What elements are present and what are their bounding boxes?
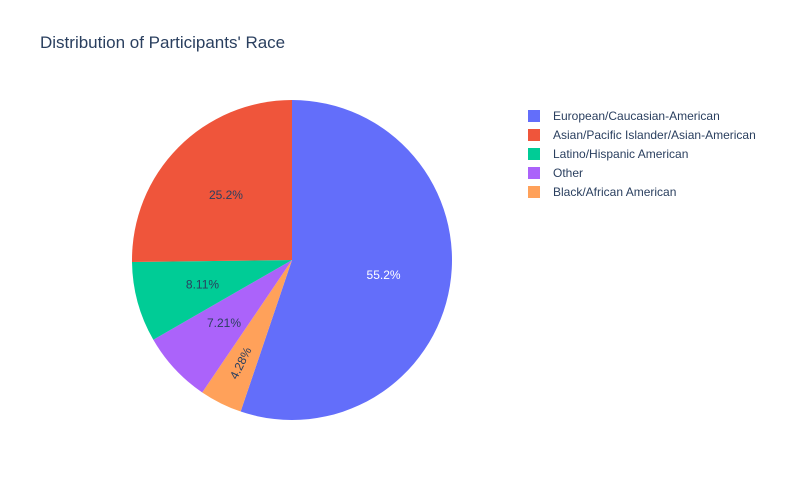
legend-swatch — [528, 166, 540, 179]
legend-label: Other — [553, 165, 584, 180]
slice-label: 55.2% — [367, 268, 401, 282]
legend-label: Latino/Hispanic American — [553, 146, 689, 161]
pie-slice[interactable] — [240, 100, 452, 420]
pie-slices — [132, 100, 452, 420]
legend-label: European/Caucasian-American — [553, 108, 720, 123]
legend-item[interactable]: Black/African American — [528, 182, 756, 201]
legend-swatch — [528, 109, 540, 122]
slice-label: 8.11% — [186, 278, 219, 292]
legend-label: Asian/Pacific Islander/Asian-American — [553, 127, 756, 142]
legend-item[interactable]: Other — [528, 163, 756, 182]
chart-title: Distribution of Participants' Race — [40, 33, 286, 52]
legend-label: Black/African American — [553, 184, 677, 199]
pie-slice[interactable] — [153, 260, 292, 393]
legend-item[interactable]: Asian/Pacific Islander/Asian-American — [528, 125, 756, 144]
legend-swatch — [528, 128, 540, 141]
pie-slice[interactable] — [132, 100, 292, 263]
legend-item[interactable]: Latino/Hispanic American — [528, 144, 756, 163]
legend: European/Caucasian-American Asian/Pacifi… — [528, 106, 756, 201]
pie-slice[interactable] — [132, 260, 292, 340]
legend-swatch — [528, 185, 540, 198]
legend-swatch — [528, 147, 540, 160]
pie-slice[interactable] — [202, 260, 292, 412]
slice-label: 7.21% — [207, 316, 241, 330]
slice-label: 25.2% — [209, 188, 243, 202]
legend-item[interactable]: European/Caucasian-American — [528, 106, 756, 125]
